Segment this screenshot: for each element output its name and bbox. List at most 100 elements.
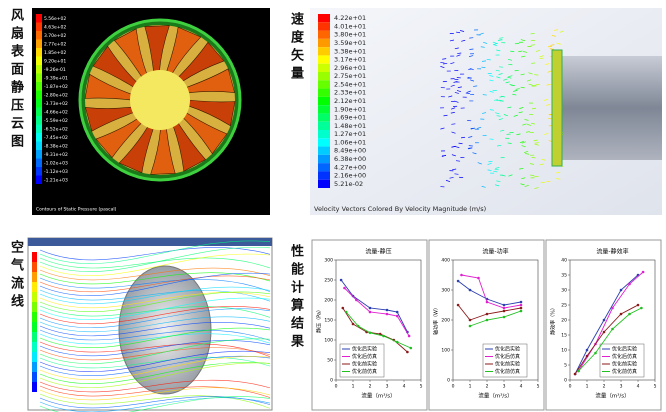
colorbar-band bbox=[36, 158, 42, 167]
chart-frame bbox=[545, 239, 662, 411]
streamline bbox=[39, 397, 271, 412]
vector bbox=[531, 107, 537, 110]
vector bbox=[477, 126, 482, 129]
vector bbox=[534, 143, 539, 146]
colorbar-label: -7.45e+02 bbox=[44, 135, 68, 141]
y-tick-label: 300 bbox=[441, 288, 450, 294]
colorbar-band bbox=[32, 322, 37, 332]
vector bbox=[526, 123, 531, 126]
colorbar-band bbox=[318, 30, 330, 39]
vector bbox=[450, 112, 455, 114]
streamline bbox=[39, 338, 271, 364]
point bbox=[351, 322, 355, 326]
streamline bbox=[39, 322, 271, 337]
streamline bbox=[39, 308, 271, 329]
streamline bbox=[39, 333, 271, 345]
fan-blade bbox=[113, 28, 148, 79]
colorbar-label: -1.87e+02 bbox=[44, 84, 68, 90]
colorbar-label: 5.21e-02 bbox=[334, 180, 363, 188]
vector bbox=[456, 54, 461, 57]
point bbox=[456, 279, 460, 283]
colorbar-band bbox=[36, 31, 42, 40]
streamline bbox=[39, 355, 271, 377]
colorbar-band bbox=[318, 55, 330, 64]
vector bbox=[481, 66, 486, 69]
y-tick-label: 100 bbox=[441, 348, 450, 354]
vector bbox=[451, 123, 456, 125]
vector bbox=[457, 52, 462, 54]
colorbar-label: 3.80e+01 bbox=[334, 31, 366, 39]
point bbox=[602, 318, 606, 322]
point bbox=[468, 288, 472, 292]
legend-label: 优化前实验 bbox=[612, 361, 637, 368]
point bbox=[641, 270, 645, 274]
vector bbox=[450, 62, 455, 65]
vector bbox=[544, 63, 549, 66]
colorbar-label: 2.16e+00 bbox=[334, 172, 366, 180]
point bbox=[628, 282, 631, 286]
vector bbox=[535, 49, 541, 52]
x-tick-label: 5 bbox=[420, 384, 423, 390]
colorbar-band bbox=[318, 179, 330, 188]
vector bbox=[534, 187, 539, 189]
point bbox=[409, 346, 413, 350]
window-titlebar bbox=[28, 238, 272, 246]
colorbar-band bbox=[36, 141, 42, 150]
point bbox=[341, 306, 345, 310]
vector bbox=[496, 115, 501, 117]
y-tick-label: 0 bbox=[564, 378, 567, 384]
vector bbox=[459, 30, 465, 32]
point bbox=[502, 306, 506, 310]
streamline bbox=[39, 356, 271, 369]
x-tick-label: 4 bbox=[637, 384, 640, 390]
colorbar-band bbox=[36, 90, 42, 99]
colorbar-band bbox=[318, 121, 330, 130]
colorbar-band bbox=[318, 80, 330, 89]
vector bbox=[531, 85, 536, 87]
colorbar-band bbox=[36, 124, 42, 133]
vector bbox=[508, 174, 513, 177]
legend-label: 优化后仿真 bbox=[612, 353, 637, 360]
panel-label: 空气流线 bbox=[8, 240, 23, 312]
colorbar-label: 8.49e+00 bbox=[334, 147, 366, 155]
y-tick-label: 0 bbox=[330, 378, 333, 384]
y-tick-label: 100 bbox=[324, 338, 333, 344]
point bbox=[485, 318, 489, 322]
point bbox=[382, 334, 385, 338]
vector bbox=[489, 75, 494, 77]
colorbar-label: 1.90e+01 bbox=[334, 105, 366, 113]
streamline bbox=[39, 350, 271, 372]
point bbox=[456, 303, 460, 307]
point bbox=[339, 278, 343, 282]
x-tick-label: 2 bbox=[603, 384, 606, 390]
y-tick-label: 200 bbox=[441, 318, 450, 324]
colorbar-label: 1.85e+02 bbox=[44, 50, 66, 56]
vector bbox=[556, 42, 561, 45]
colorbar-label: -3.73e+02 bbox=[44, 101, 68, 107]
series-line bbox=[469, 310, 522, 327]
streamline bbox=[39, 347, 271, 361]
streamline bbox=[39, 297, 271, 320]
x-tick-label: 3 bbox=[620, 384, 623, 390]
vector bbox=[450, 107, 456, 110]
colorbar-band bbox=[318, 105, 330, 114]
streamline bbox=[39, 267, 271, 281]
colorbar-band bbox=[36, 99, 42, 108]
colorbar-band bbox=[32, 292, 37, 302]
vector bbox=[498, 118, 503, 121]
vector bbox=[521, 141, 526, 144]
vector bbox=[472, 152, 477, 155]
point bbox=[640, 306, 643, 310]
vector bbox=[505, 81, 510, 84]
colorbar-band bbox=[36, 65, 42, 74]
colorbar-band bbox=[36, 22, 42, 31]
colorbar-band bbox=[318, 88, 330, 97]
y-axis-label: 静效率（%） bbox=[550, 305, 557, 335]
colorbar-label: 4.01e+01 bbox=[334, 22, 366, 30]
point bbox=[611, 327, 614, 331]
streamline bbox=[39, 316, 271, 333]
colorbar-band bbox=[32, 342, 37, 352]
vector bbox=[507, 58, 513, 61]
vector bbox=[546, 104, 551, 106]
